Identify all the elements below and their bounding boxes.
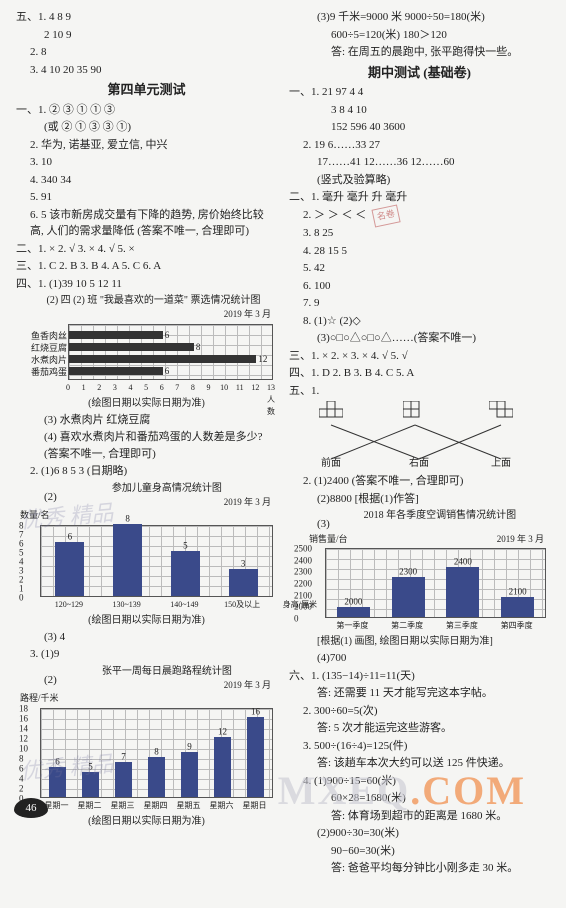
chart2: 8765432106853: [40, 525, 273, 597]
text: 2 10 9: [16, 27, 277, 44]
text: 答: 5 次才能运完这些游客。: [289, 720, 550, 737]
chart3-ylabel: 路程/千米: [20, 692, 277, 706]
page-number: 46: [14, 798, 48, 818]
midterm-title: 期中测试 (基础卷): [289, 63, 550, 83]
text: (3) 4: [16, 629, 277, 646]
text: 3. 8 25: [289, 225, 550, 242]
text: 四、1. D 2. B 3. B 4. C 5. A: [289, 365, 550, 382]
chart3: 181614121086420657891216: [40, 708, 273, 798]
text: (2)8800 [根据(1)作答]: [289, 491, 550, 508]
text: 一、1. 21 97 4 4: [289, 84, 550, 101]
chart1-date: 2019 年 3 月: [16, 308, 277, 322]
chart3-date: 2019 年 3 月: [57, 679, 277, 693]
text: (4)700: [289, 650, 550, 667]
text: 2. 华为, 诺基亚, 爱立信, 中兴: [16, 137, 277, 154]
chart1-title: (2) 四 (2) 班 "我最喜欢的一道菜" 票选情况统计图: [16, 293, 277, 308]
text: 3 8 4 10: [289, 102, 550, 119]
chart2-ylabel: 数量/名: [20, 509, 277, 523]
matching-diagram: 前面 右面 上面: [299, 401, 540, 471]
chartR-pre: (3): [289, 508, 330, 533]
text: 4. 28 15 5: [289, 243, 550, 260]
text: 6. 5 该市新房成交量有下降的趋势, 房价始终比较高, 人们的需求量降低 (答…: [16, 207, 277, 240]
text: (4) 喜欢水煮肉片和番茄鸡蛋的人数差是多少? (答案不唯一, 合理即可): [16, 429, 277, 462]
text: 五、1.: [289, 383, 550, 400]
text: 3. 4 10 20 35 90: [16, 62, 277, 79]
chartR-caption: [根据(1) 画图, 绘图日期以实际日期为准]: [289, 634, 550, 649]
text: 7. 9: [289, 295, 550, 312]
text: 600÷5=120(米) 180＞120: [289, 27, 550, 44]
chart3-title: 张平一周每日晨跑路程统计图: [57, 664, 277, 679]
text: 二、1. × 2. √ 3. × 4. √ 5. ×: [16, 241, 277, 258]
chart1-caption: (绘图日期以实际日期为准): [16, 396, 277, 411]
text: 二、1. 毫升 毫升 升 毫升: [289, 189, 550, 206]
text: (3)○□○△○□○△……(答案不唯一): [289, 330, 550, 347]
chartR-ylabel: 销售量/台: [309, 533, 348, 547]
right-column: (3)9 千米=9000 米 9000÷50=180(米) 600÷5=120(…: [283, 8, 556, 878]
text: 2. 19 6……33 27: [289, 137, 550, 154]
chart3-pre: (2): [16, 664, 57, 689]
text: 2. (1)6 8 5 3 (日期略): [16, 463, 277, 480]
chart2-caption: (绘图日期以实际日期为准): [16, 613, 277, 628]
text: (3) 水煮肉片 红烧豆腐: [16, 412, 277, 429]
text: 2. ＞ ＞ ＜ ＜ 名卷: [289, 207, 550, 225]
chartR-title: 2018 年各季度空调销售情况统计图: [330, 508, 550, 523]
text: 17……41 12……36 12……60: [289, 154, 550, 171]
unit4-title: 第四单元测试: [16, 80, 277, 100]
text: 5. 91: [16, 189, 277, 206]
text: 一、1. ② ③ ① ① ③: [16, 102, 277, 119]
text: 四、1. (1)39 10 5 12 11: [16, 276, 277, 293]
text: 六、1. (135−14)÷11=11(天): [289, 668, 550, 685]
chartR: 2500240023002200210020000200023002400210…: [325, 548, 546, 618]
text: 三、1. × 2. × 3. × 4. √ 5. √: [289, 348, 550, 365]
text: 2. (1)2400 (答案不唯一, 合理即可): [289, 473, 550, 490]
chart2-title: 参加儿童身高情况统计图: [57, 481, 277, 496]
text: 90−60=30(米): [289, 843, 550, 860]
text: 5. 42: [289, 260, 550, 277]
footer-watermark: MXEQ.COM: [278, 767, 526, 814]
chart3-caption: (绘图日期以实际日期为准): [16, 814, 277, 829]
chart2-date: 2019 年 3 月: [57, 496, 277, 510]
text: 3. 10: [16, 154, 277, 171]
chart2-pre: (2): [16, 481, 57, 506]
text: 3. 500÷(16÷4)=125(件): [289, 738, 550, 755]
text: 答: 在周五的晨跑中, 张平跑得快一些。: [289, 44, 550, 61]
label-right: 右面: [409, 456, 429, 471]
text: 答: 爸爸平均每分钟比小刚多走 30 米。: [289, 860, 550, 877]
text: 答: 还需要 11 天才能写完这本字帖。: [289, 685, 550, 702]
left-column: 五、1. 4 8 9 2 10 9 2. 8 3. 4 10 20 35 90 …: [10, 8, 283, 878]
chart1: 鱼香肉丝6红烧豆腐8水煮肉片12番茄鸡蛋6: [68, 324, 273, 380]
text: (3)9 千米=9000 米 9000÷50=180(米): [289, 9, 550, 26]
text: (2)900÷30=30(米): [289, 825, 550, 842]
text: 6. 100: [289, 278, 550, 295]
text: 8. (1)☆ (2)◇: [289, 313, 550, 330]
text: 152 596 40 3600: [289, 119, 550, 136]
label-front: 前面: [321, 456, 341, 471]
text: (或 ② ① ③ ③ ①): [16, 119, 277, 136]
text: 4. 340 34: [16, 172, 277, 189]
chartR-date: 2019 年 3 月: [497, 533, 544, 547]
stamp-icon: 名卷: [371, 204, 400, 227]
text: 2. 300÷60=5(次): [289, 703, 550, 720]
text: 2. 8: [16, 44, 277, 61]
label-top: 上面: [491, 456, 511, 471]
text: 三、1. C 2. B 3. B 4. A 5. C 6. A: [16, 258, 277, 275]
text: (竖式及验算略): [289, 172, 550, 189]
text: 五、1. 4 8 9: [16, 9, 277, 26]
text: 3. (1)9: [16, 646, 277, 663]
